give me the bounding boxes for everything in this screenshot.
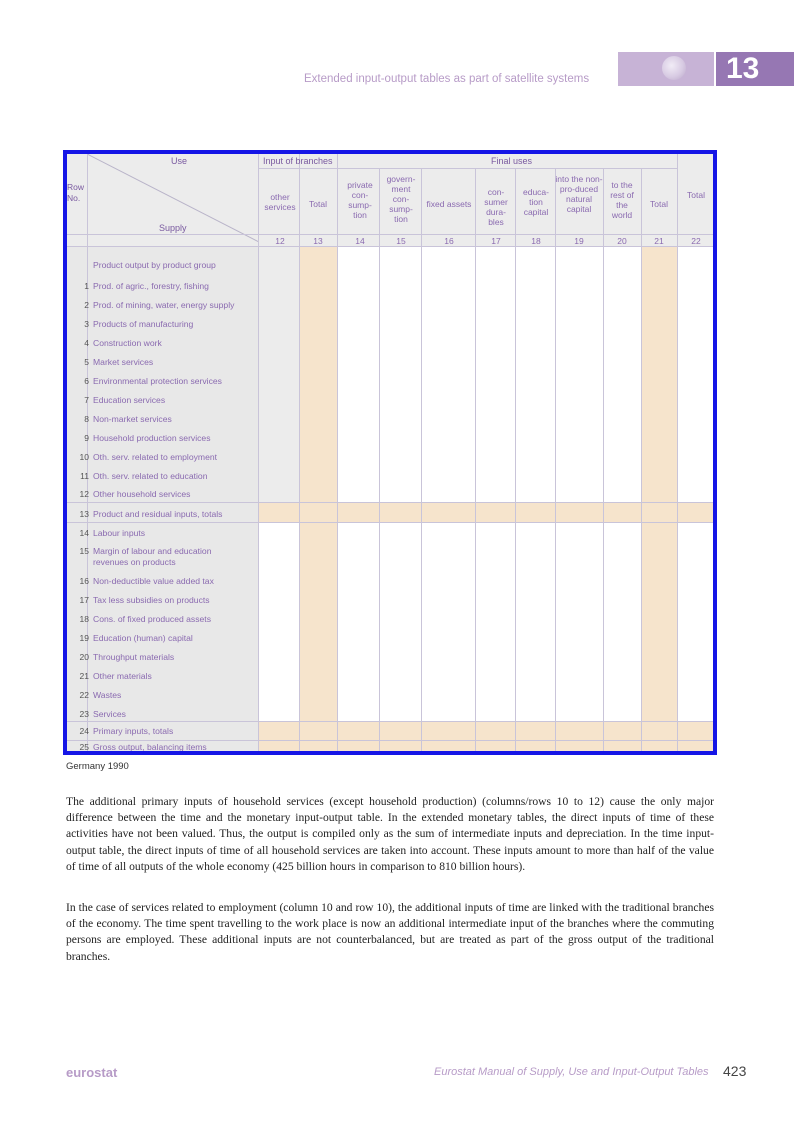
col-header-13: Total xyxy=(309,199,327,209)
row-label-19: Education (human) capital xyxy=(93,633,193,643)
row-label-18: Cons. of fixed produced assets xyxy=(93,614,211,624)
col-header-21: Total xyxy=(650,199,668,209)
col-num-22: 22 xyxy=(691,236,701,246)
row-num-5: 5 xyxy=(84,357,89,367)
paragraph-2: In the case of services related to emplo… xyxy=(66,901,714,963)
corner-diagonal xyxy=(87,154,259,242)
chapter-number: 13 xyxy=(716,52,794,86)
row-num-18: 18 xyxy=(79,614,89,624)
input-output-table: Use Row No. Supply Input of branches Fin… xyxy=(63,150,717,755)
page-number: 423 xyxy=(723,1063,747,1079)
row-num-6: 6 xyxy=(84,376,89,386)
row-num-8: 8 xyxy=(84,414,89,424)
row-label-11: Oth. serv. related to education xyxy=(93,471,208,481)
globe-icon xyxy=(662,56,686,80)
col-num-16: 16 xyxy=(444,236,454,246)
row-num-4: 4 xyxy=(84,338,89,348)
row-label-7: Education services xyxy=(93,395,166,405)
row-num-25: 25 xyxy=(79,742,89,752)
row-num-24: 24 xyxy=(79,726,89,736)
col-num-19: 19 xyxy=(574,236,584,246)
row-label-21: Other materials xyxy=(93,671,152,681)
paragraph-1: The additional primary inputs of househo… xyxy=(66,795,714,873)
row-num-10: 10 xyxy=(79,452,89,462)
row-num-13: 13 xyxy=(79,509,89,519)
row-label-3: Products of manufacturing xyxy=(93,319,194,329)
supply-label: Supply xyxy=(159,223,187,233)
running-title: Extended input-output tables as part of … xyxy=(304,73,590,85)
header-row-shade xyxy=(67,154,713,246)
row-num-20: 20 xyxy=(79,652,89,662)
col-header-15: govern-ment con-sump-tion xyxy=(386,174,416,224)
row-label-25: Gross output, balancing items xyxy=(93,742,207,752)
row-num-21: 21 xyxy=(79,671,89,681)
row-label-2: Prod. of mining, water, energy supply xyxy=(93,300,235,310)
row-label-15: Margin of labour and education revenues … xyxy=(93,546,212,567)
row-label-12: Other household services xyxy=(93,489,191,499)
row-num-19: 19 xyxy=(79,633,89,643)
row-label-24: Primary inputs, totals xyxy=(93,726,174,736)
col-header-16: fixed assets xyxy=(426,199,472,209)
col-num-15: 15 xyxy=(396,236,406,246)
row-label-4: Construction work xyxy=(93,338,162,348)
col-num-17: 17 xyxy=(491,236,501,246)
row-num-7: 7 xyxy=(84,395,89,405)
col-num-18: 18 xyxy=(531,236,541,246)
row-num-14: 14 xyxy=(79,528,89,538)
row-num-15: 15 xyxy=(79,546,89,556)
col-header-18: educa-tion capital xyxy=(523,187,549,217)
row-no-label: Row No. xyxy=(67,182,85,203)
row-label-23: Services xyxy=(93,709,126,719)
row-num-2: 2 xyxy=(84,300,89,310)
row13-shade xyxy=(259,502,713,522)
row-num-9: 9 xyxy=(84,433,89,443)
col13-shade xyxy=(299,246,337,751)
col-header-22: Total xyxy=(687,190,705,200)
row-num-1: 1 xyxy=(84,281,89,291)
row-label-8: Non-market services xyxy=(93,414,172,424)
col-header-14: private con-sump-tion xyxy=(347,180,373,220)
row-num-22: 22 xyxy=(79,690,89,700)
row-num-3: 3 xyxy=(84,319,89,329)
footer-manual-title: Eurostat Manual of Supply, Use and Input… xyxy=(434,1066,709,1078)
col-header-12: other services xyxy=(264,192,296,212)
col-header-20: to the rest of the world xyxy=(610,180,634,220)
col-header-19: into the non-pro-duced natural capital xyxy=(555,174,603,214)
col22-shade xyxy=(677,246,713,751)
row-label-20: Throughput materials xyxy=(93,652,175,662)
final-uses-header: Final uses xyxy=(491,156,533,166)
row-num-16: 16 xyxy=(79,576,89,586)
row-label-10: Oth. serv. related to employment xyxy=(93,452,218,462)
col-num-13: 13 xyxy=(313,236,323,246)
row-label-14: Labour inputs xyxy=(93,528,146,538)
col-header-17: con-sumer dura-bles xyxy=(484,187,508,227)
row-num-12: 12 xyxy=(79,489,89,499)
col-num-14: 14 xyxy=(355,236,365,246)
row-label-1: Prod. of agric., forestry, fishing xyxy=(93,281,209,291)
col21-shade xyxy=(641,246,677,751)
use-label: Use xyxy=(171,156,188,166)
col-num-12: 12 xyxy=(275,236,285,246)
row-num-17: 17 xyxy=(79,595,89,605)
row-label-5: Market services xyxy=(93,357,154,367)
row-label-9: Household production services xyxy=(93,433,211,443)
row-label-16: Non-deductible value added tax xyxy=(93,576,214,586)
table-caption: Germany 1990 xyxy=(66,761,129,772)
eurostat-logo: eurostat xyxy=(66,1065,118,1080)
row-label-6: Environmental protection services xyxy=(93,376,222,386)
row-num-11: 11 xyxy=(80,471,89,481)
row-num-23: 23 xyxy=(79,709,89,719)
input-of-branches-header: Input of branches xyxy=(263,156,333,166)
row-label-22: Wastes xyxy=(93,690,122,700)
section-title: Product output by product group xyxy=(93,260,216,270)
row25-shade xyxy=(259,740,713,751)
row-label-13: Product and residual inputs, totals xyxy=(93,509,223,519)
row24-shade xyxy=(259,721,713,740)
col-num-21: 21 xyxy=(654,236,664,246)
row-label-17: Tax less subsidies on products xyxy=(93,595,210,605)
col12-shade xyxy=(259,246,299,502)
label-column-shade xyxy=(67,154,258,751)
col-num-20: 20 xyxy=(617,236,627,246)
